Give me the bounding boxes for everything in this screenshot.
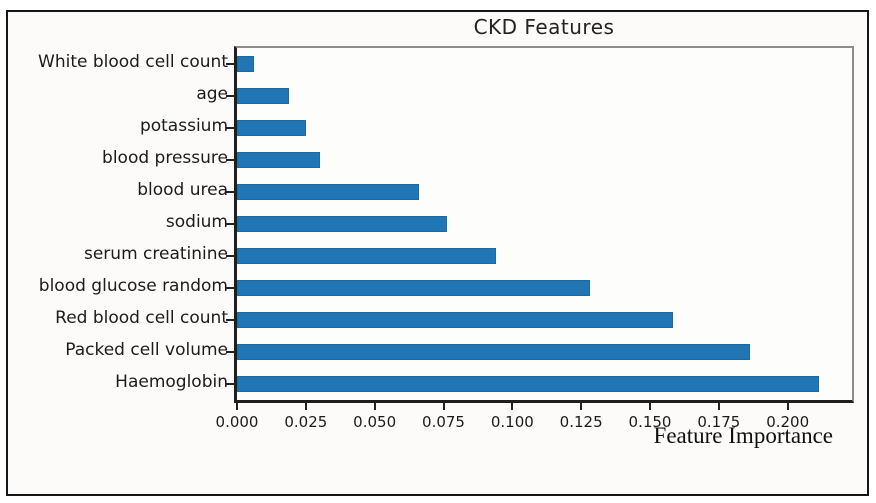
x-axis: 0.000 0.025 0.050 0.075 0.100 0.125 0.150 0.175…	[216, 403, 851, 445]
x-tick-label: 0.100	[490, 413, 534, 431]
x-tick-mark	[717, 403, 720, 410]
x-tick-label: 0.125	[559, 413, 603, 431]
y-tick-mark	[226, 127, 234, 129]
y-tick-label: age	[196, 84, 228, 104]
y-tick-mark	[226, 159, 234, 161]
y-tick-mark	[226, 287, 234, 289]
bar	[237, 120, 306, 136]
y-tick-label: Packed cell volume	[65, 340, 228, 360]
bar	[237, 312, 673, 328]
y-tick-mark	[226, 63, 234, 65]
plot-area	[226, 46, 854, 403]
bar	[237, 56, 254, 72]
y-tick-label: blood pressure	[102, 148, 228, 168]
x-tick-mark	[304, 403, 307, 410]
y-tick-label: serum creatinine	[83, 244, 228, 264]
bar	[237, 248, 497, 264]
bar	[237, 376, 819, 392]
x-tick-mark	[786, 403, 789, 410]
x-tick-mark	[236, 403, 238, 410]
x-tick-label: 0.025	[284, 413, 328, 431]
bar	[237, 88, 290, 104]
x-tick-label: 0.075	[422, 413, 465, 431]
y-tick-mark	[226, 191, 234, 193]
x-axis-label: Feature Importance	[653, 423, 833, 448]
x-tick-label: 0.150	[628, 413, 672, 431]
y-tick-label: blood urea	[137, 180, 228, 200]
x-tick-mark	[511, 403, 514, 410]
y-tick-label: potassium	[139, 116, 228, 136]
y-tick-mark	[226, 319, 234, 321]
y-tick-label: Haemoglobin	[115, 372, 228, 392]
bar	[237, 216, 447, 232]
x-tick-mark	[580, 403, 583, 410]
x-tick-mark	[373, 403, 376, 410]
chart-title: CKD Features	[473, 15, 615, 39]
bar	[237, 280, 590, 296]
y-tick-mark	[226, 351, 234, 353]
x-tick-mark	[649, 403, 651, 410]
bar	[237, 344, 750, 360]
y-tick-label: sodium	[165, 212, 228, 232]
x-tick-label: 0.200	[766, 413, 810, 431]
y-tick-mark	[226, 223, 234, 225]
y-tick-mark	[226, 383, 234, 385]
x-tick-label: 0.175	[697, 413, 741, 431]
x-tick-mark	[442, 403, 445, 410]
y-axis-labels: White blood cell count age potassium blood …	[8, 46, 228, 398]
x-tick-label: 0.050	[353, 413, 397, 431]
y-tick-label: blood glucose random	[38, 276, 228, 296]
bar	[237, 152, 320, 168]
x-tick-label: 0.000	[215, 413, 259, 431]
y-tick-label: Red blood cell count	[55, 308, 228, 328]
bar	[237, 184, 420, 200]
y-tick-mark	[226, 95, 234, 97]
y-tick-label: White blood cell count	[38, 52, 228, 72]
y-tick-mark	[226, 255, 234, 257]
